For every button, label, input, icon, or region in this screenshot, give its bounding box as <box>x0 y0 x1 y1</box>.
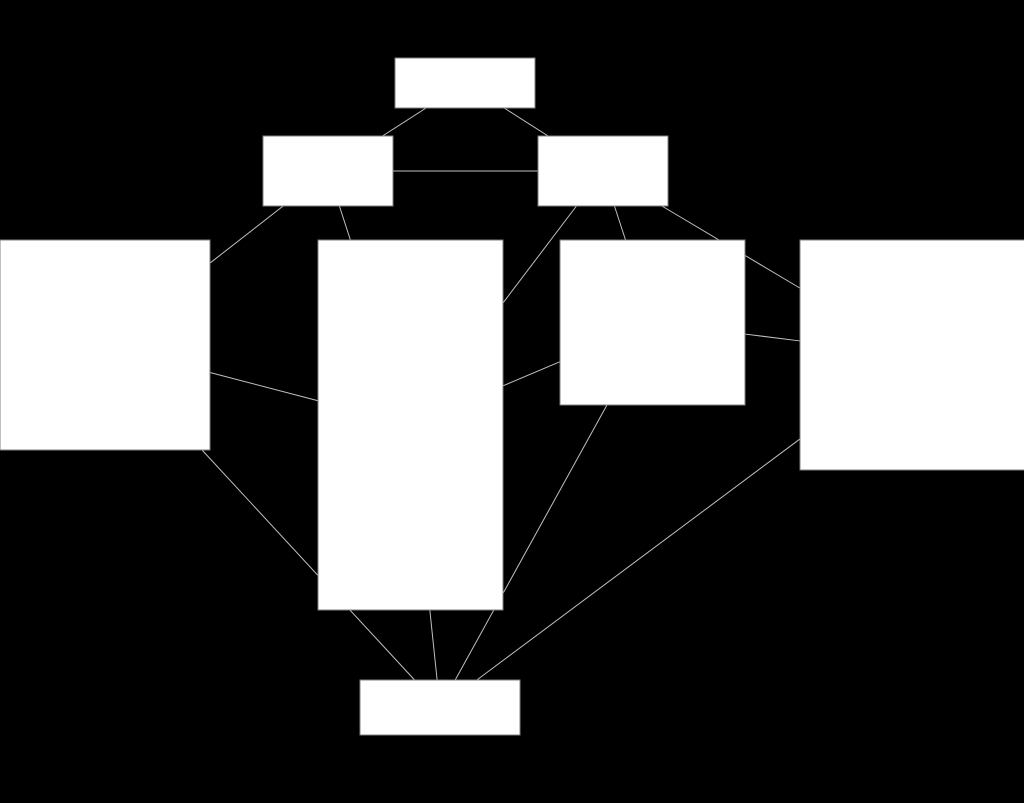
node-right2 <box>538 136 668 206</box>
node-farright <box>800 240 1024 470</box>
diagram-canvas <box>0 0 1024 803</box>
node-centerbig <box>318 240 503 610</box>
node-farleft <box>0 240 210 450</box>
node-mid3 <box>560 240 745 405</box>
node-top <box>395 58 535 108</box>
node-bottom <box>360 680 520 735</box>
node-left2 <box>263 136 393 206</box>
